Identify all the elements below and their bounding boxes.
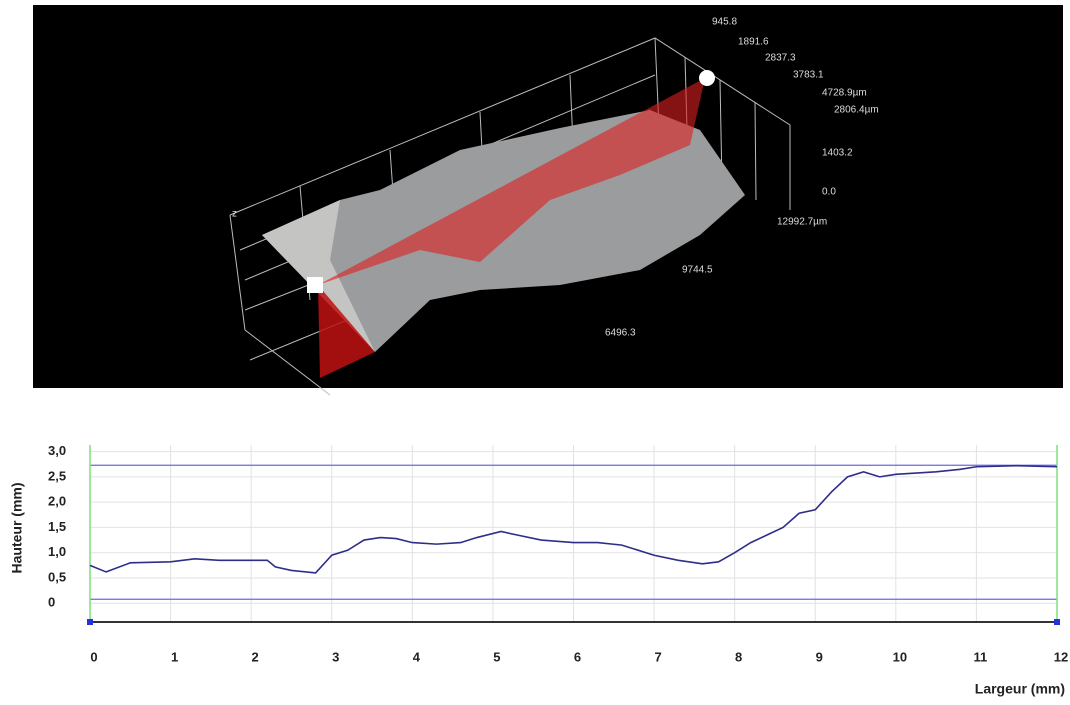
y-axis-label: Hauteur (mm) [9, 482, 25, 573]
view-label: 1403.2 [822, 148, 853, 159]
x-tick-label: 6 [574, 649, 581, 664]
x-tick-label: 3 [332, 649, 339, 664]
cursor-handle[interactable] [1054, 619, 1060, 625]
y-tick-label: 1,5 [48, 519, 66, 534]
cursor-handle[interactable] [87, 619, 93, 625]
section-plane-lower [318, 285, 375, 378]
y-tick-label: 3,0 [48, 443, 66, 458]
y-tick-label: 2,0 [48, 494, 66, 509]
x-axis-label: Largeur (mm) [975, 681, 1065, 697]
view-label: 2806.4µm [834, 105, 879, 116]
view-label: 4728.9µm [822, 88, 867, 99]
x-tick-label: 11 [974, 649, 988, 664]
view-label: 0.0 [822, 187, 836, 198]
start-handle[interactable] [307, 277, 323, 293]
x-tick-label: 9 [816, 649, 823, 664]
x-tick-label: 12 [1054, 649, 1068, 664]
view-label: 1891.6 [738, 37, 769, 48]
view-label: 2837.3 [765, 53, 796, 64]
view-label: z [232, 209, 237, 220]
y-tick-label: 1,0 [48, 544, 66, 559]
y-tick-label: 0,5 [48, 569, 66, 584]
view-label: 3783.1 [793, 70, 824, 81]
y-tick-label: 0 [48, 595, 55, 610]
view-label: 6496.3 [605, 328, 636, 339]
x-tick-label: 1 [171, 649, 178, 664]
x-tick-label: 0 [90, 649, 97, 664]
x-tick-label: 8 [735, 649, 742, 664]
view-label: 9744.5 [682, 265, 713, 276]
x-tick-label: 4 [413, 649, 421, 664]
rock-flat [262, 200, 375, 352]
x-tick-label: 5 [493, 649, 500, 664]
end-handle[interactable] [699, 70, 715, 86]
x-tick-label: 7 [654, 649, 661, 664]
y-tick-label: 2,5 [48, 468, 66, 483]
view-label: 945.8 [712, 17, 737, 28]
profile-line [89, 464, 1058, 574]
x-tick-label: 2 [252, 649, 259, 664]
section-plane [318, 78, 705, 285]
view-label: 12992.7µm [777, 217, 827, 228]
x-tick-label: 10 [893, 649, 907, 664]
